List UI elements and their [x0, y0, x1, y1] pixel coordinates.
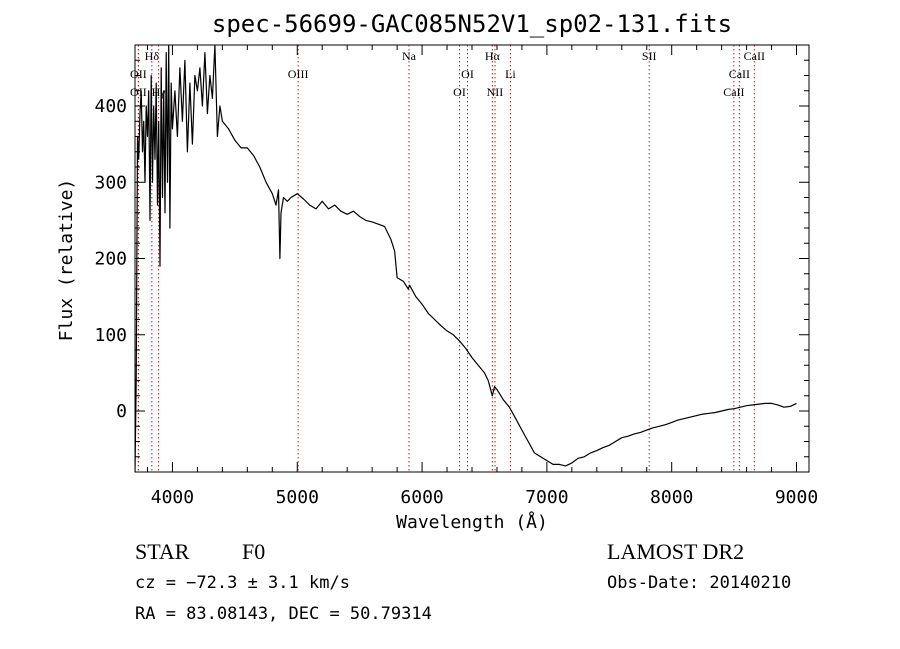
x-tick-label-8000: 8000	[650, 487, 693, 508]
y-tick-label-0: 0	[116, 401, 127, 422]
x-tick-label-5000: 5000	[276, 487, 319, 508]
marker-label-2: Hδ	[145, 49, 160, 63]
marker-label-9: NII	[487, 85, 504, 99]
obs-date: Obs-Date: 20140210	[607, 573, 791, 593]
marker-label-8: Hα	[485, 49, 501, 63]
marker-label-3: Hγ	[152, 85, 167, 99]
marker-label-14: CaII	[744, 49, 765, 63]
marker-label-7: OI	[461, 67, 474, 81]
y-tick-label-100: 100	[94, 325, 127, 346]
object-subclass: F0	[242, 539, 265, 564]
spectrum-line	[135, 45, 797, 472]
x-axis-label: Wavelength (Å)	[396, 511, 548, 533]
y-tick-label-200: 200	[94, 249, 127, 270]
marker-label-4: OIII	[288, 67, 309, 81]
emission-line-markers: OIIOIIHδHγOIIINaOIOIHαNIILiSIICaIICaIICa…	[130, 45, 765, 472]
y-tick-label-300: 300	[94, 172, 127, 193]
axes: 4000 5000 6000 7000 8000 9000 0 100 200 300 400	[94, 45, 818, 508]
coordinates-readout: RA = 83.08143, DEC = 50.79314	[135, 604, 432, 624]
x-tick-label-4000: 4000	[151, 487, 194, 508]
marker-label-6: OI	[453, 85, 466, 99]
y-axis-label: Flux (relative)	[56, 179, 77, 342]
x-tick-label-7000: 7000	[525, 487, 568, 508]
marker-label-11: SII	[642, 49, 657, 63]
object-class: STAR	[135, 539, 190, 564]
x-tick-label-9000: 9000	[775, 487, 818, 508]
marker-label-12: CaII	[723, 85, 744, 99]
marker-label-10: Li	[505, 67, 516, 81]
survey-name: LAMOST DR2	[607, 539, 744, 564]
x-tick-label-6000: 6000	[400, 487, 443, 508]
marker-label-5: Na	[402, 49, 417, 63]
redshift-readout: cz = −72.3 ± 3.1 km/s	[135, 573, 350, 593]
plot-frame	[134, 44, 810, 473]
spectrum-plot	[135, 45, 797, 472]
y-tick-label-400: 400	[94, 96, 127, 117]
chart-title: spec-56699-GAC085N52V1_sp02-131.fits	[212, 10, 732, 38]
marker-label-13: CaII	[729, 67, 750, 81]
marker-label-1: OII	[130, 85, 147, 99]
